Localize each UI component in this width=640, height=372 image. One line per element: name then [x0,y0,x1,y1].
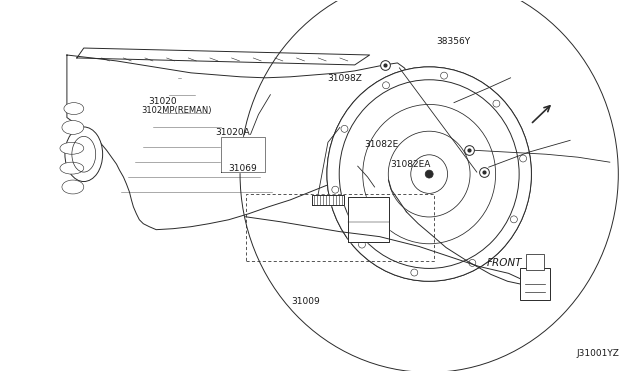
Ellipse shape [511,216,517,223]
Ellipse shape [60,162,84,174]
Ellipse shape [62,121,84,134]
Ellipse shape [341,125,348,132]
Ellipse shape [62,180,84,194]
Ellipse shape [332,186,339,193]
Ellipse shape [240,0,618,372]
Text: 31082E: 31082E [364,140,399,149]
Ellipse shape [327,67,531,281]
Ellipse shape [60,142,84,154]
Polygon shape [67,55,421,230]
Polygon shape [77,48,370,65]
Polygon shape [348,197,390,241]
Ellipse shape [520,155,527,162]
Text: 31020: 31020 [148,97,177,106]
Polygon shape [221,137,266,172]
FancyBboxPatch shape [520,268,550,300]
Text: J31001YZ: J31001YZ [577,350,620,359]
Ellipse shape [65,127,102,182]
Ellipse shape [493,100,500,107]
Text: 31082EA: 31082EA [390,160,430,169]
Ellipse shape [440,72,447,79]
Text: FRONT: FRONT [486,258,522,268]
Text: 3102MP(REMAN): 3102MP(REMAN) [141,106,211,115]
Ellipse shape [383,82,390,89]
Text: 31069: 31069 [228,164,257,173]
Ellipse shape [64,103,84,115]
Ellipse shape [425,170,433,178]
Ellipse shape [358,241,365,248]
Ellipse shape [411,269,418,276]
Text: 31098Z: 31098Z [328,74,362,83]
Polygon shape [312,195,344,205]
Ellipse shape [469,259,476,266]
Ellipse shape [327,67,531,281]
FancyBboxPatch shape [527,254,544,270]
Text: 31009: 31009 [292,297,321,306]
Text: 38356Y: 38356Y [436,37,470,46]
Text: 31020A: 31020A [215,128,250,137]
